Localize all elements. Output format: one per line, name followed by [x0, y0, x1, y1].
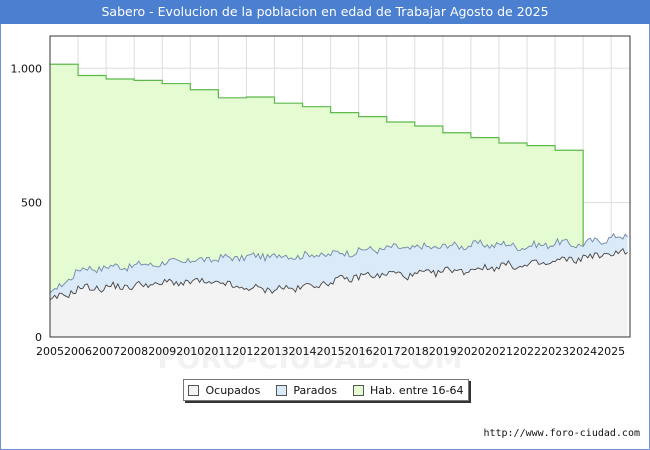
- x-tick-label-2007: 2007: [92, 345, 120, 358]
- legend-swatch-hab: [352, 384, 364, 396]
- x-tick-label-2022: 2022: [513, 345, 541, 358]
- x-tick-label-2023: 2023: [541, 345, 569, 358]
- x-tick-label-2006: 2006: [64, 345, 92, 358]
- legend-item-parados: Parados: [276, 384, 337, 397]
- x-tick-label-2016: 2016: [345, 345, 373, 358]
- x-tick-label-2015: 2015: [317, 345, 345, 358]
- x-tick-label-2005: 2005: [36, 345, 64, 358]
- x-tick-label-2011: 2011: [204, 345, 232, 358]
- x-tick-label-2014: 2014: [289, 345, 317, 358]
- x-tick-label-2020: 2020: [457, 345, 485, 358]
- legend-label-hab: Hab. entre 16-64: [369, 383, 464, 397]
- chart-title: Sabero - Evolucion de la poblacion en ed…: [0, 0, 650, 24]
- legend-swatch-parados: [276, 384, 288, 396]
- watermark: FORO-CIUDAD.COM: [157, 342, 462, 375]
- x-tick-label-2008: 2008: [120, 345, 148, 358]
- series-ocupados-area: [50, 248, 628, 337]
- legend-swatch-ocupados: [188, 384, 200, 396]
- x-tick-label-2024: 2024: [569, 345, 597, 358]
- series-hab-line: [50, 63, 584, 337]
- x-tick-label-2021: 2021: [485, 345, 513, 358]
- series-parados-line: [49, 232, 628, 294]
- series-ocupados-line: [49, 247, 628, 301]
- x-tick-label-2009: 2009: [148, 345, 176, 358]
- legend-item-hab: Hab. entre 16-64: [352, 383, 464, 397]
- x-tick-label-2012: 2012: [232, 345, 260, 358]
- x-tick-label-2018: 2018: [401, 345, 429, 358]
- y-tick-label-0: 0: [35, 331, 42, 344]
- y-tick-label-1000: 1.000: [11, 62, 43, 75]
- plot-border: [49, 35, 631, 338]
- legend-label-ocupados: Ocupados: [205, 383, 261, 397]
- y-tick-label-500: 500: [21, 197, 42, 210]
- legend-item-ocupados: Ocupados: [188, 384, 260, 397]
- x-tick-label-2017: 2017: [373, 345, 401, 358]
- credit-link[interactable]: http://www.foro-ciudad.com: [483, 428, 640, 439]
- x-tick-label-2019: 2019: [429, 345, 457, 358]
- x-tick-label-2013: 2013: [260, 345, 288, 358]
- x-tick-label-2025: 2025: [597, 345, 625, 358]
- legend: Ocupados Parados Hab. entre 16-64: [183, 379, 469, 401]
- legend-label-parados: Parados: [293, 383, 337, 397]
- x-tick-label-2010: 2010: [176, 345, 204, 358]
